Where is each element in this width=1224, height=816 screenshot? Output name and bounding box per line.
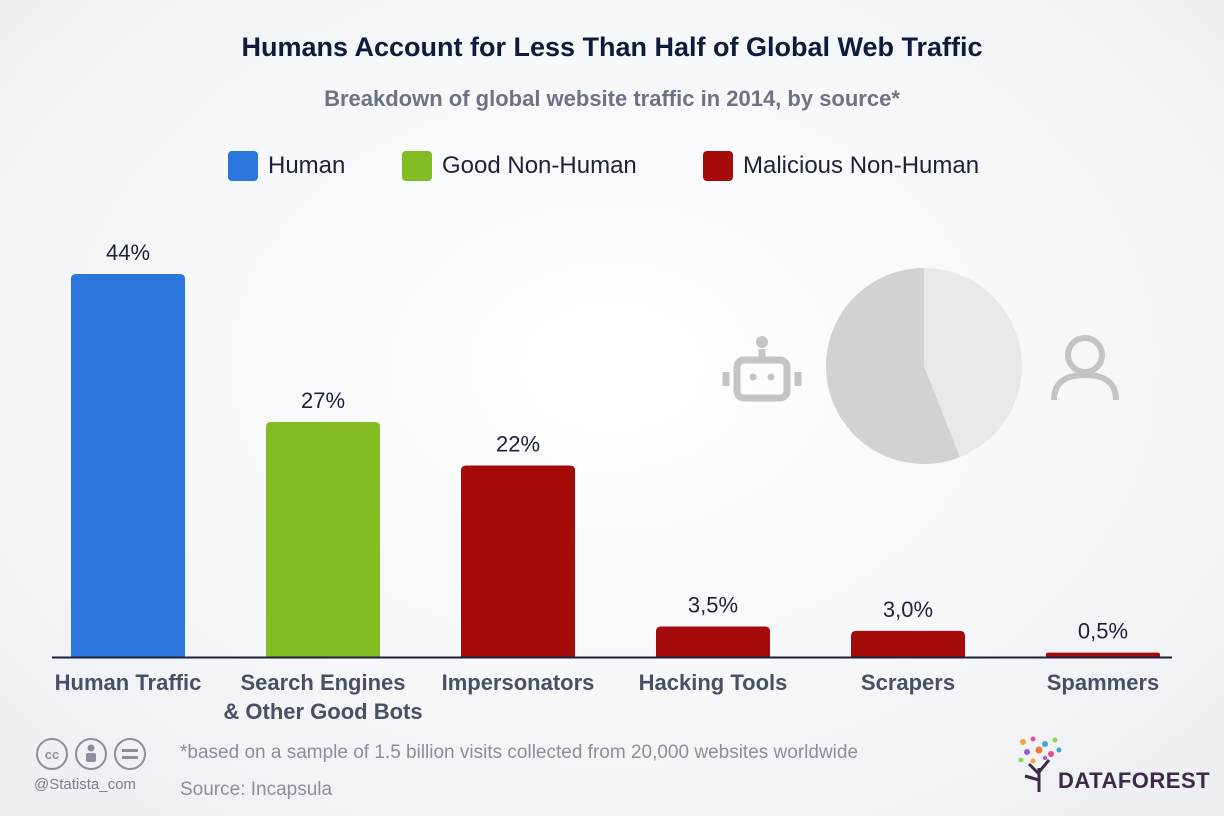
legend-item-malicious-non-human: Malicious Non-Human <box>703 150 979 182</box>
value-label-hacking-tools: 3,5% <box>688 593 738 618</box>
bar-scrapers <box>851 630 965 657</box>
bar-human-traffic <box>71 274 185 657</box>
legend-swatch-good-non-human <box>402 151 432 181</box>
legend-label-malicious-non-human: Malicious Non-Human <box>743 152 980 179</box>
legend: Human Good Non-Human Malicious Non-Human <box>0 150 1224 182</box>
category-label-human-traffic: Human Traffic <box>55 670 202 695</box>
person-icon <box>1051 335 1119 401</box>
footer-handle: @Statista_com <box>34 776 136 793</box>
pie-slice-humans <box>924 268 1022 458</box>
dataforest-tree-logo-icon <box>1018 736 1062 792</box>
svg-text:cc: cc <box>45 747 59 762</box>
value-label-spammers: 0,5% <box>1078 619 1128 644</box>
license-icons: cc <box>36 738 146 770</box>
bar-impersonators <box>461 465 575 657</box>
chart-title: Humans Account for Less Than Half of Glo… <box>241 32 983 62</box>
bar-search-engines <box>266 421 380 657</box>
nd-icon <box>114 738 146 770</box>
robot-icon <box>722 336 802 402</box>
bar-hacking-tools <box>656 626 770 657</box>
brand-name: DATAFOREST <box>1058 768 1211 793</box>
chart-subtitle: Breakdown of global website traffic in 2… <box>324 86 900 111</box>
footnote: *based on a sample of 1.5 billion visits… <box>180 742 859 763</box>
category-label-scrapers: Scrapers <box>861 670 955 695</box>
category-label-impersonators: Impersonators <box>442 670 595 695</box>
value-label-scrapers: 3,0% <box>883 597 933 622</box>
legend-swatch-malicious-non-human <box>703 151 733 181</box>
legend-label-good-non-human: Good Non-Human <box>442 152 637 179</box>
bars-layer: 44% Human Traffic 27% Search Engines & Other… <box>55 240 1160 724</box>
pie-slice-bots <box>825 268 961 464</box>
category-label-hacking-tools: Hacking Tools <box>639 670 788 695</box>
legend-swatch-human <box>228 151 258 181</box>
bar-spammers <box>1046 652 1160 657</box>
category-label-spammers: Spammers <box>1047 670 1160 695</box>
value-label-impersonators: 22% <box>496 432 540 457</box>
cc-icon: cc <box>36 738 68 770</box>
category-label-search-engines: Search Engines & Other Good Bots <box>223 670 422 724</box>
value-label-search-engines: 27% <box>301 388 345 413</box>
legend-label-human: Human <box>268 152 346 179</box>
source-note: Source: Incapsula <box>180 779 333 800</box>
legend-item-human: Human <box>228 150 345 182</box>
by-icon <box>75 738 107 770</box>
value-label-human-traffic: 44% <box>106 240 150 265</box>
inset-pie <box>825 268 1022 464</box>
legend-item-good-non-human: Good Non-Human <box>402 150 637 182</box>
